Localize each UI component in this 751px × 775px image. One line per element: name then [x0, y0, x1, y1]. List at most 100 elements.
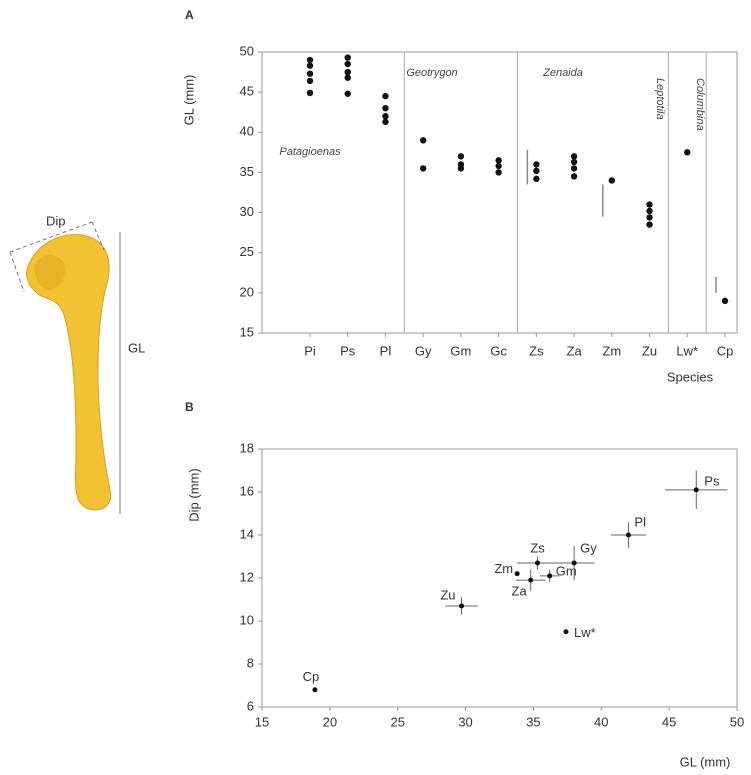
data-point — [382, 105, 389, 112]
data-point — [570, 165, 578, 172]
point-label: Gy — [580, 540, 597, 555]
plot-frame — [261, 448, 738, 708]
data-point — [721, 297, 729, 305]
gl-label: GL — [128, 340, 145, 355]
x-tick-label: Cp — [717, 343, 734, 358]
x-tick-label: 20 — [323, 714, 337, 729]
x-tick-label: 25 — [390, 714, 404, 729]
y-tick-label: 35 — [240, 164, 254, 179]
data-point — [457, 153, 465, 160]
data-point — [625, 532, 631, 538]
x-axis-label: Species — [667, 369, 714, 384]
dip-bracket-end — [9, 251, 25, 293]
group-label: Patagioenas — [279, 146, 341, 158]
y-tick-label: 45 — [240, 84, 254, 99]
data-point — [547, 573, 553, 579]
data-point — [344, 90, 351, 97]
x-tick-label: Pi — [304, 343, 316, 358]
x-tick-label: 40 — [594, 714, 608, 729]
data-point — [570, 158, 578, 166]
data-point — [382, 118, 389, 126]
x-tick-label: Zu — [642, 343, 657, 358]
y-tick-label: 30 — [240, 204, 254, 219]
x-tick-label: 45 — [662, 714, 676, 729]
plot-frame — [261, 51, 738, 334]
bone — [26, 233, 112, 511]
panel-label: B — [185, 400, 194, 414]
data-point — [419, 165, 427, 172]
group-label: Geotrygon — [406, 67, 457, 79]
point-label: Ps — [704, 473, 720, 488]
y-tick-label: 10 — [240, 612, 254, 627]
data-point — [563, 629, 569, 635]
y-tick-label: 25 — [240, 244, 254, 259]
data-point — [646, 207, 653, 215]
y-tick-label: 18 — [240, 440, 254, 455]
data-point — [646, 214, 653, 221]
y-axis-label: GL (mm) — [181, 75, 196, 126]
x-tick-label: Pl — [380, 343, 392, 358]
panel-label: A — [185, 8, 194, 22]
data-point — [693, 487, 699, 493]
data-point — [533, 175, 540, 183]
point-label: Pl — [634, 514, 646, 529]
data-point — [495, 169, 502, 176]
y-tick-label: 40 — [240, 124, 254, 139]
data-point — [382, 113, 389, 120]
data-point — [419, 137, 427, 144]
y-tick-label: 14 — [240, 526, 254, 541]
group-label: Zenaida — [542, 67, 583, 79]
point-label: Zs — [530, 540, 545, 555]
data-point — [533, 167, 540, 175]
data-point — [495, 162, 502, 170]
data-point — [306, 56, 314, 64]
point-label: Zu — [440, 587, 455, 602]
point-label: Zm — [494, 561, 513, 576]
data-point — [570, 173, 578, 180]
data-point — [608, 177, 616, 184]
data-point — [535, 560, 540, 566]
y-tick-label: 15 — [240, 324, 254, 339]
dip-bracket-end — [91, 221, 105, 251]
dip-bracket — [9, 221, 93, 253]
y-tick-label: 16 — [240, 483, 254, 498]
bone-illustration: Dip GL — [9, 213, 145, 514]
point-label: Za — [512, 584, 528, 599]
data-point — [306, 70, 314, 77]
data-point — [344, 60, 351, 68]
data-point — [684, 149, 691, 156]
x-tick-label: 35 — [526, 714, 540, 729]
data-point — [344, 54, 351, 61]
data-point — [457, 165, 465, 172]
data-point — [570, 153, 578, 160]
data-point — [344, 74, 351, 81]
x-tick-label: 50 — [730, 714, 744, 729]
x-tick-label: 30 — [458, 714, 472, 729]
dip-label: Dip — [46, 213, 66, 228]
data-point — [344, 68, 351, 76]
x-tick-label: 15 — [255, 714, 269, 729]
data-point — [306, 62, 314, 69]
data-point — [528, 577, 534, 583]
point-label: Gm — [556, 563, 577, 578]
x-tick-label: Ps — [340, 343, 356, 358]
data-point — [646, 201, 653, 208]
x-tick-label: Gy — [415, 343, 432, 358]
data-point — [382, 92, 389, 100]
group-label: Columbina — [694, 78, 706, 131]
data-point — [306, 77, 314, 85]
data-point — [312, 687, 318, 693]
x-tick-label: Zm — [602, 343, 621, 358]
x-tick-label: Gm — [450, 343, 471, 358]
y-tick-label: 6 — [247, 698, 254, 713]
data-point — [646, 221, 653, 228]
x-tick-label: Za — [567, 343, 583, 358]
x-axis-label: GL (mm) — [680, 754, 731, 769]
data-point — [571, 560, 577, 566]
bone-head-shade — [34, 254, 66, 290]
y-tick-label: 8 — [247, 655, 254, 670]
data-point — [306, 89, 314, 97]
group-label: Leptotila — [654, 78, 666, 120]
data-point — [495, 157, 502, 164]
